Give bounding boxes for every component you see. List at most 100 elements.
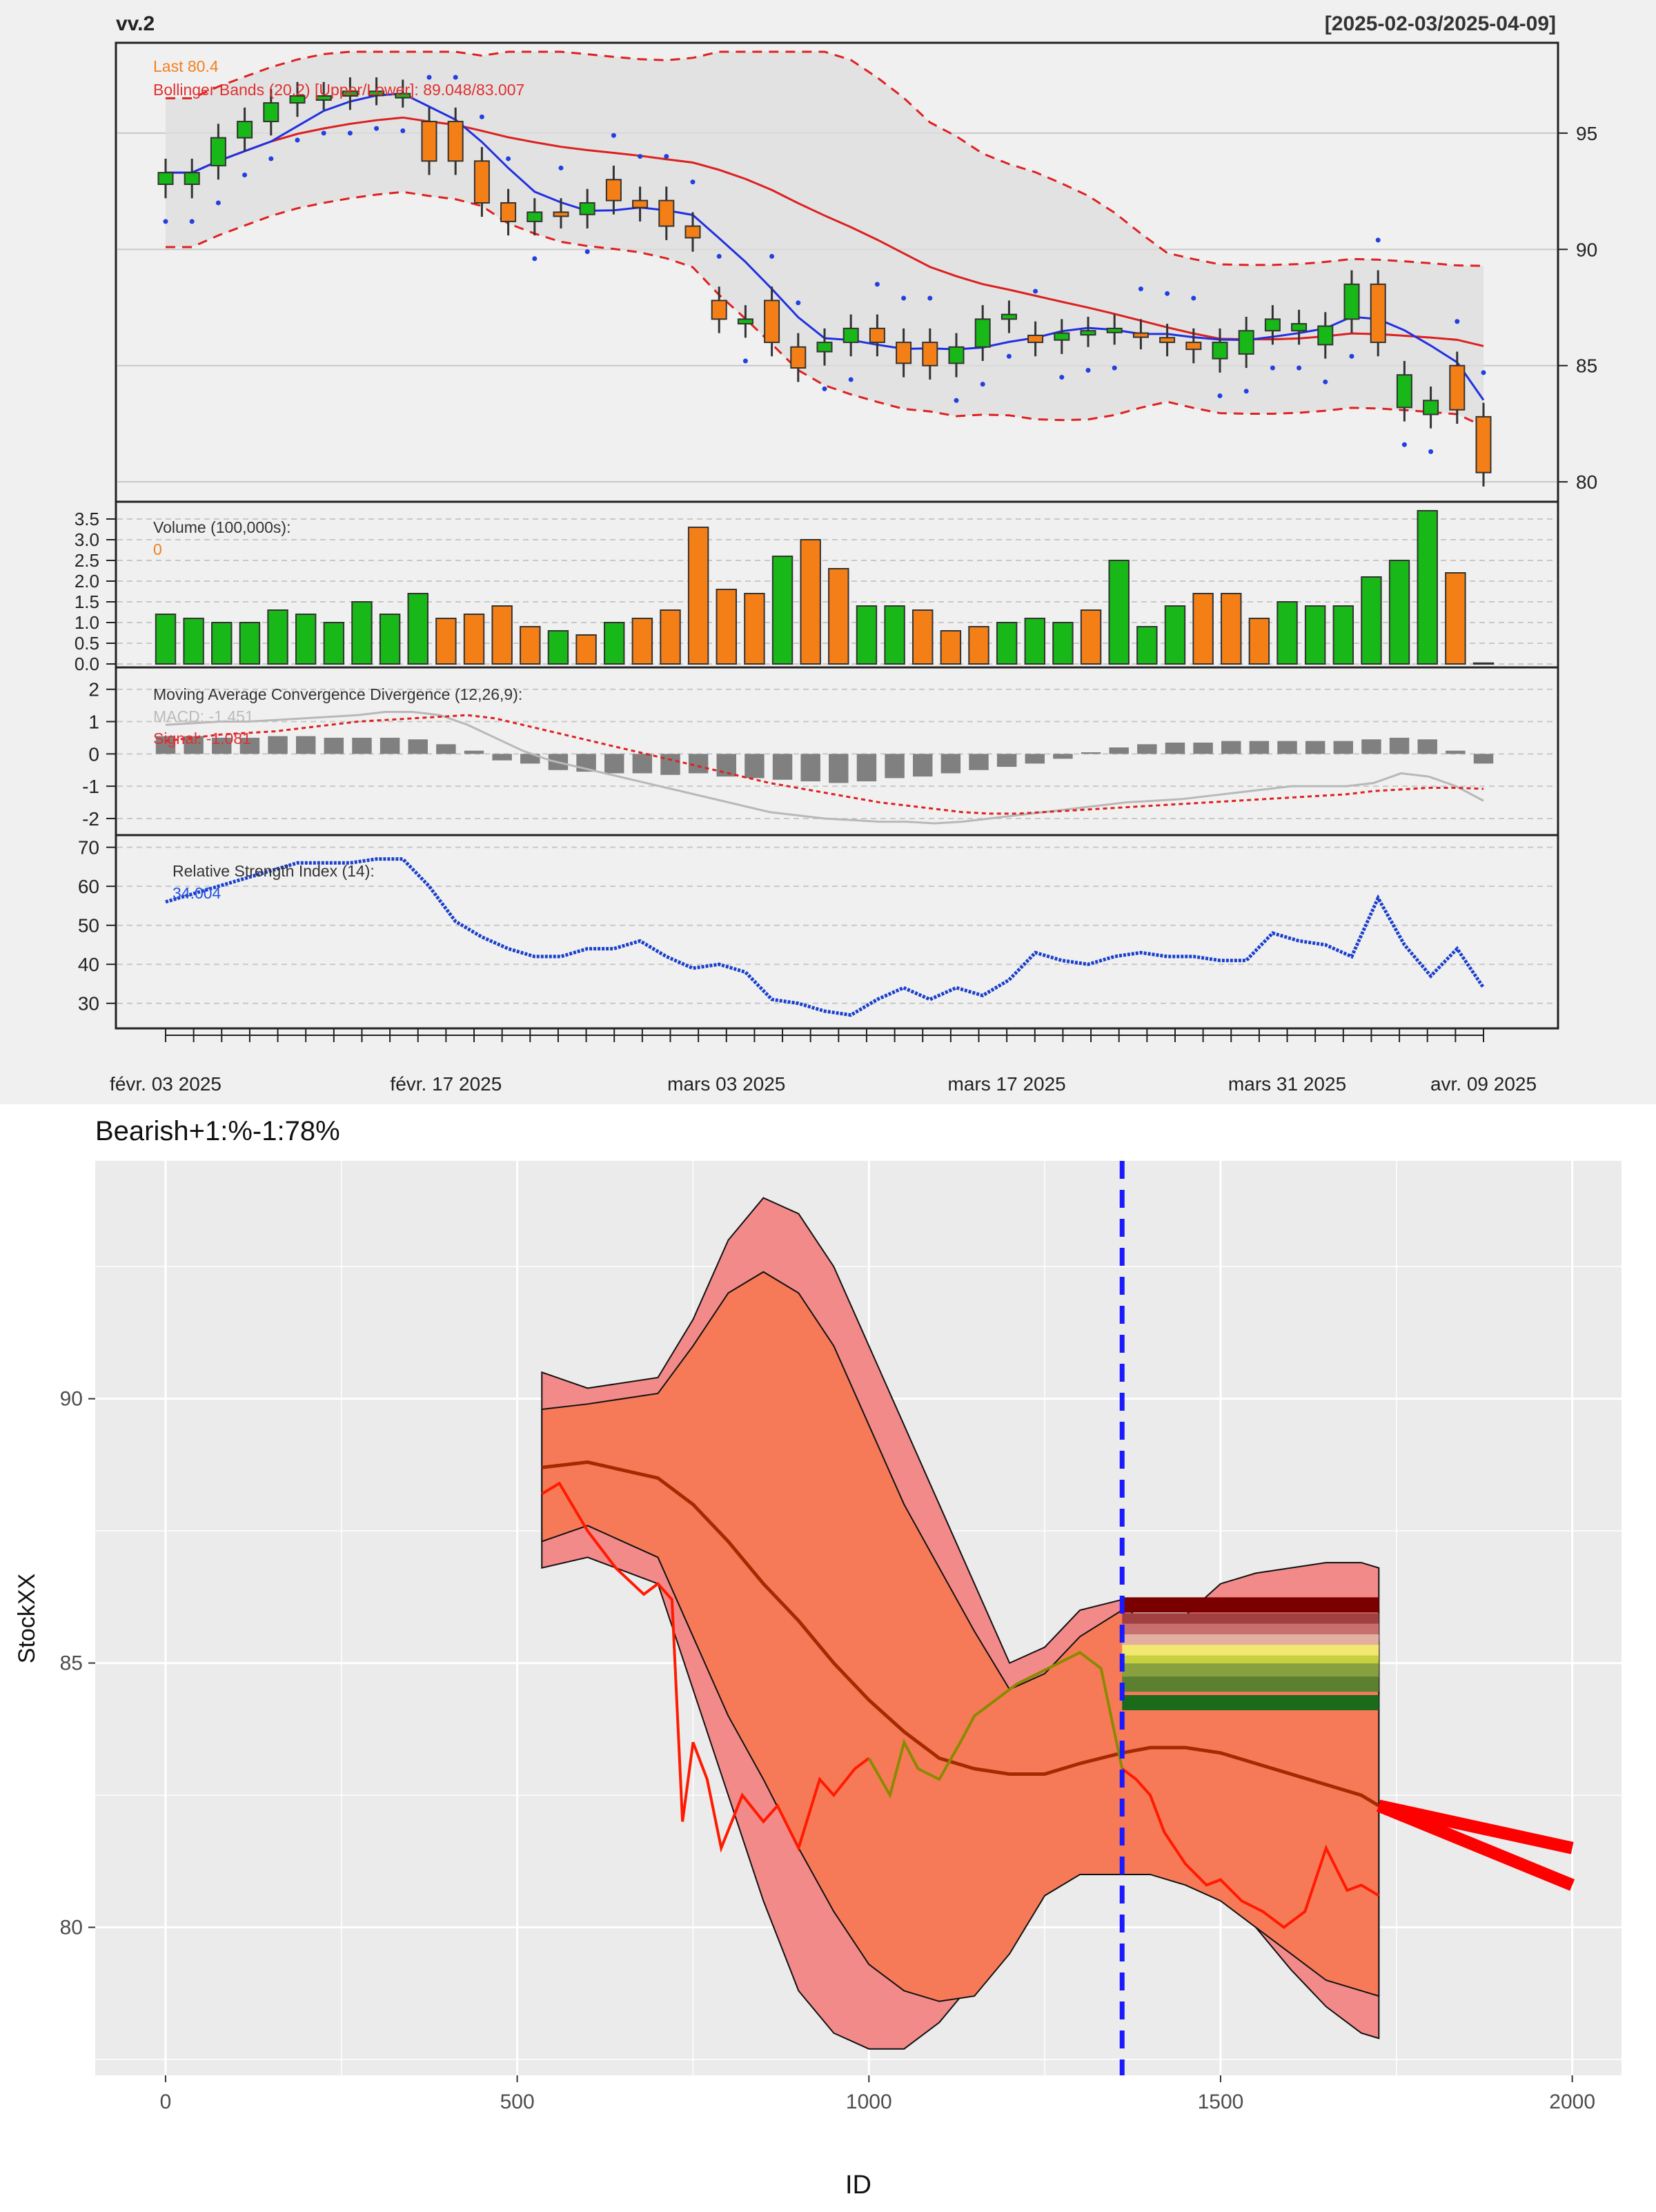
technical-chart-svg: vv.2 [2025-02-03/2025-04-09] 80 85 90 95 La…: [75, 12, 1597, 1095]
date-tick-label: févr. 17 2025: [390, 1073, 502, 1095]
volume-bar: [520, 626, 541, 665]
parabolic-sar-dot: [742, 358, 748, 364]
volume-bar: [267, 609, 288, 665]
candle-body: [473, 160, 490, 204]
candle-body: [395, 92, 411, 99]
macd-histogram-bar: [184, 736, 204, 754]
macd-histogram-bar: [632, 754, 653, 774]
chart-title-left: vv.2: [116, 12, 155, 35]
candle-body: [1212, 342, 1228, 360]
candle-body: [1027, 334, 1044, 344]
volume-bar: [1388, 560, 1410, 665]
candle-body: [896, 342, 912, 364]
candle-body: [869, 327, 885, 344]
forecast-x-label: ID: [845, 2171, 871, 2200]
parabolic-sar-dot: [1033, 288, 1038, 294]
volume-bar: [884, 605, 905, 665]
macd-histogram-bar: [155, 736, 176, 754]
macd-histogram-bar: [408, 739, 428, 754]
parabolic-sar-dot: [927, 295, 933, 301]
volume-bar: [379, 614, 401, 665]
volume-bar: [1248, 618, 1270, 665]
candle-body: [1054, 332, 1070, 341]
volume-bar: [1417, 510, 1438, 665]
volume-bar: [1164, 605, 1186, 665]
parabolic-sar-dot: [506, 156, 511, 162]
volume-bar: [660, 609, 681, 665]
candle-body: [1396, 374, 1412, 409]
forecast-chart: Bearish+1:%-1:78% 0 500 1000 1500 2000 80 85 90…: [0, 1104, 1656, 2209]
candle-body: [1370, 283, 1386, 344]
macd-histogram-bar: [716, 754, 736, 777]
candle-body: [263, 102, 279, 123]
bollinger-fill: [166, 52, 1483, 427]
macd-histogram-bar: [856, 754, 877, 782]
macd-histogram-bar: [268, 736, 288, 754]
macd-histogram-bar: [913, 754, 933, 777]
candle-body: [764, 300, 780, 344]
volume-bar: [1024, 618, 1046, 665]
parabolic-sar-dot: [1323, 379, 1328, 384]
rsi-value: 34.004: [172, 884, 221, 902]
parabolic-sar-dot: [347, 130, 353, 136]
historic-price-line: [541, 1481, 870, 1853]
forecast-x-tick-label: 1000: [846, 2091, 892, 2113]
candle-body: [342, 90, 358, 97]
parabolic-sar-dot: [1165, 291, 1170, 296]
parabolic-sar-dot: [1006, 353, 1012, 359]
macd-histogram-bar: [1473, 754, 1494, 764]
chart-date-range: [2025-02-03/2025-04-09]: [1325, 12, 1556, 35]
candle-body: [816, 342, 833, 353]
candle-body: [1291, 323, 1308, 332]
volume-bar: [1108, 560, 1130, 665]
parabolic-sar-dot: [295, 137, 300, 143]
volume-tick-label: 3.0: [75, 529, 99, 550]
candle-body: [368, 90, 385, 97]
parabolic-sar-dot: [1401, 442, 1407, 447]
candle-body: [684, 225, 701, 239]
price-tick-label: 90: [1576, 239, 1597, 260]
candle-body: [658, 199, 675, 227]
volume-bar: [435, 618, 457, 665]
macd-histogram-bar: [885, 754, 905, 779]
candle-body: [500, 202, 517, 222]
macd-histogram-bar: [688, 754, 709, 774]
bollinger-label: Bollinger Bands (20,2) [Upper/Lower]: 89…: [153, 81, 524, 99]
candle-body: [553, 211, 569, 217]
rsi-series: [165, 857, 1486, 1017]
volume-bar: [1221, 593, 1242, 665]
bollinger-upper: [166, 50, 1484, 267]
ema-line: [166, 116, 1484, 347]
volume-tick-label: 0.5: [75, 633, 99, 654]
volume-bar: [687, 527, 709, 665]
volume-bar: [771, 556, 793, 665]
candle-body: [790, 346, 807, 369]
rsi-grid: [117, 846, 1557, 1004]
candlesticks: [157, 75, 1492, 487]
candle-body: [1000, 313, 1017, 320]
volume-bar: [1472, 662, 1495, 665]
volume-bar: [1445, 572, 1466, 665]
forecast-y-tick-label: 90: [60, 1388, 83, 1411]
macd-histogram-bar: [1417, 739, 1437, 754]
forecast-x-tick-label: 1500: [1198, 2091, 1244, 2113]
forecast-y-tick-label: 85: [60, 1652, 83, 1675]
parabolic-sar-dot: [189, 219, 195, 224]
volume-bar: [239, 622, 261, 665]
rsi-y-axis: 30 40 50 60 70: [78, 837, 116, 1015]
price-y-axis: 80 85 90 95: [1558, 123, 1597, 493]
volume-value: 0: [153, 540, 162, 558]
macd-histogram: [155, 736, 1494, 783]
candle-body: [1423, 400, 1439, 415]
candle-body: [711, 300, 727, 320]
bollinger-bands: [166, 50, 1485, 427]
candle-body: [1264, 318, 1281, 332]
macd-histogram-bar: [1165, 742, 1185, 754]
rsi-tick-label: 60: [78, 876, 99, 897]
forecast-projection: [1376, 1800, 1575, 1891]
macd-histogram-bar: [492, 754, 512, 761]
parabolic-sar-dot: [901, 295, 907, 301]
technical-chart: vv.2 [2025-02-03/2025-04-09] 80 85 90 95 La…: [0, 0, 1656, 1104]
date-tick-label: mars 03 2025: [667, 1073, 785, 1095]
volume-bar: [323, 622, 345, 665]
